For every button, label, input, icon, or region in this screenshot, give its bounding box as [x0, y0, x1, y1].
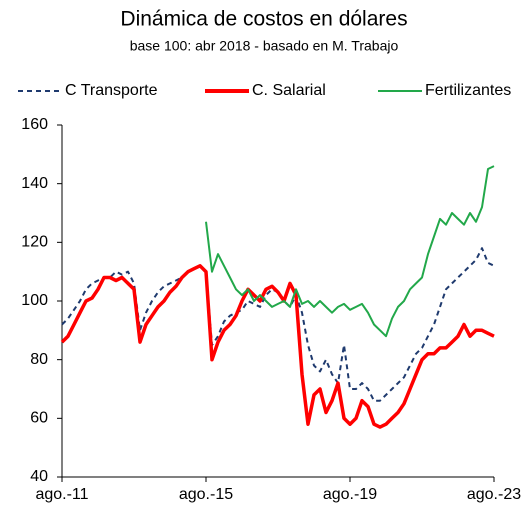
legend-label: Fertilizantes — [425, 82, 511, 99]
y-tick-label: 80 — [30, 351, 48, 368]
series-line — [60, 264, 495, 429]
x-tick-label: ago.-11 — [35, 486, 88, 503]
y-tick-label: 60 — [30, 410, 48, 427]
x-tick-label: ago.-19 — [323, 486, 377, 503]
x-tick-label: ago.-23 — [467, 486, 521, 503]
y-tick-label: 40 — [30, 468, 48, 485]
legend-label: C Transporte — [65, 82, 158, 99]
x-tick-label: ago.-15 — [179, 486, 233, 503]
chart-subtitle: base 100: abr 2018 - basado en M. Trabaj… — [130, 38, 399, 54]
chart-title: Dinámica de costos en dólares — [120, 8, 407, 31]
y-tick-label: 160 — [21, 116, 48, 133]
series-line — [61, 247, 495, 402]
legend-label: C. Salarial — [252, 82, 326, 99]
y-tick-label: 140 — [21, 175, 48, 192]
y-tick-label: 120 — [21, 234, 48, 251]
series-line — [205, 165, 495, 338]
y-tick-label: 100 — [21, 292, 48, 309]
